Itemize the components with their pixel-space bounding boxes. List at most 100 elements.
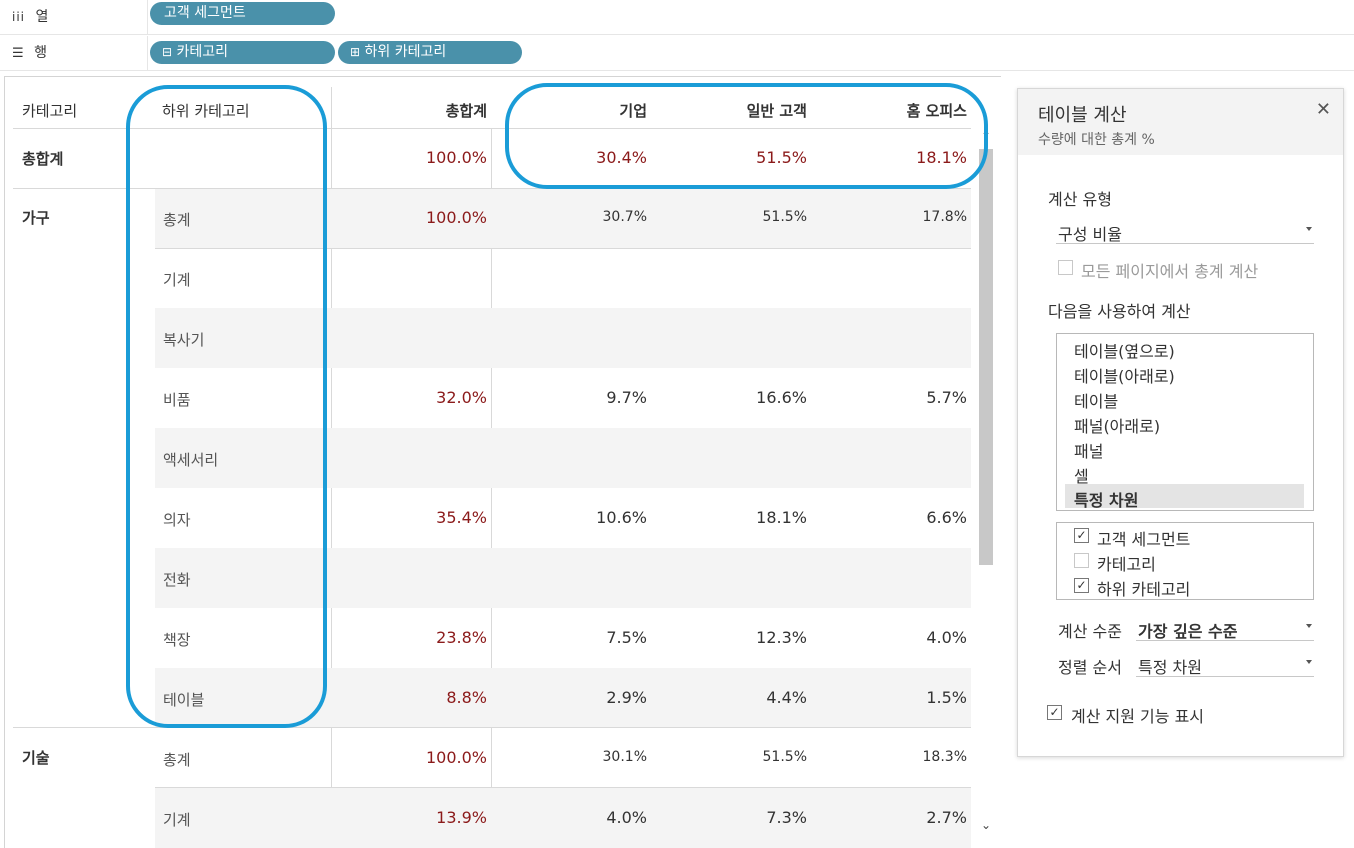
scroll-down-icon[interactable]: ⌄ [981,818,992,832]
value-seg1[interactable]: 7.5% [606,628,647,647]
dimension-checkbox[interactable]: ✓ [1074,578,1089,593]
pill-customer-segment[interactable]: 고객 세그먼트 [150,2,335,25]
level-label: 계산 수준 [1058,622,1122,641]
value-seg3[interactable]: 1.5% [926,688,967,707]
grand-total-seg3[interactable]: 18.1% [916,148,967,167]
expand-icon[interactable]: ⊞ [350,45,361,59]
subcategory-label[interactable]: 책장 [163,631,191,649]
compute-option[interactable]: 셀 [1074,467,1089,486]
header-segment-home-office[interactable]: 홈 오피스 [906,102,967,120]
calc-type-dropdown[interactable]: 구성 비율 [1056,217,1314,244]
subcategory-label[interactable]: 테이블 [163,691,205,709]
value-total[interactable]: 8.8% [446,688,487,707]
shelf-divider [147,36,148,70]
subcategory-label[interactable]: 액세서리 [163,451,219,469]
close-icon[interactable]: ✕ [1315,99,1331,120]
row-rule [155,787,971,788]
subcategory-label[interactable]: 총계 [163,211,191,229]
dimension-label: 고객 세그먼트 [1097,530,1191,549]
vertical-scrollbar[interactable]: ⌃ ⌄ [977,129,995,848]
value-seg3[interactable]: 4.0% [926,628,967,647]
value-seg3[interactable]: 18.3% [922,749,967,765]
table-calculation-panel: 테이블 계산 수량에 대한 총계 % ✕ 계산 유형 구성 비율 모든 페이지에… [1017,88,1344,757]
column-divider [491,128,492,848]
value-total[interactable]: 23.8% [436,628,487,647]
category-technology[interactable]: 기술 [22,749,50,767]
dimension-label: 하위 카테고리 [1097,580,1191,599]
value-seg2[interactable]: 16.6% [756,388,807,407]
compute-using-list[interactable]: 테이블(옆으로) 테이블(아래로) 테이블 패널(아래로) 패널 셀 특정 차원 [1056,333,1314,511]
compute-option[interactable]: 패널 [1074,442,1104,461]
value-total[interactable]: 35.4% [436,508,487,527]
sort-dropdown[interactable]: 특정 차원 [1136,650,1314,677]
header-subcategory[interactable]: 하위 카테고리 [162,102,250,120]
chevron-down-icon [1306,227,1312,231]
value-seg2[interactable]: 51.5% [762,209,807,225]
calc-type-label: 계산 유형 [1048,190,1112,209]
column-shelf-icon: iii [12,10,26,24]
value-seg1[interactable]: 30.7% [602,209,647,225]
value-seg1[interactable]: 2.9% [606,688,647,707]
sort-label: 정렬 순서 [1058,658,1122,677]
compute-option-selected[interactable]: 특정 차원 [1065,484,1304,510]
grand-total-total[interactable]: 100.0% [425,148,487,167]
header-category[interactable]: 카테고리 [22,102,78,120]
value-seg1[interactable]: 30.1% [602,749,647,765]
grand-total-seg2[interactable]: 51.5% [756,148,807,167]
subcategory-label[interactable]: 전화 [163,571,191,589]
value-seg3[interactable]: 2.7% [926,808,967,827]
value-seg3[interactable]: 5.7% [926,388,967,407]
collapse-icon[interactable]: ⊟ [162,45,173,59]
dimension-checkbox[interactable] [1074,553,1089,568]
chevron-down-icon [1306,624,1312,628]
header-segment-corporate[interactable]: 기업 [619,102,647,120]
value-total[interactable]: 32.0% [436,388,487,407]
value-seg2[interactable]: 18.1% [756,508,807,527]
category-furniture[interactable]: 가구 [22,209,50,227]
value-total[interactable]: 100.0% [425,748,487,767]
value-total[interactable]: 100.0% [425,208,487,227]
compute-option[interactable]: 패널(아래로) [1074,417,1161,436]
columns-shelf: iii 열 고객 세그먼트 [0,0,1354,35]
all-pages-checkbox[interactable] [1058,260,1073,275]
panel-title: 테이블 계산 [1038,105,1127,126]
compute-option[interactable]: 테이블(옆으로) [1074,342,1175,361]
level-dropdown[interactable]: 가장 깊은 수준 [1136,614,1314,641]
pill-subcategory[interactable]: ⊞ 하위 카테고리 [338,41,522,64]
scrollbar-thumb[interactable] [979,149,993,565]
subcategory-label[interactable]: 총계 [163,751,191,769]
value-seg2[interactable]: 51.5% [762,749,807,765]
subcategory-label[interactable]: 기계 [163,811,191,829]
compute-option[interactable]: 테이블 [1074,392,1119,411]
value-seg1[interactable]: 10.6% [596,508,647,527]
row-shelf-icon: ☰ [12,46,24,61]
show-assist-checkbox[interactable]: ✓ [1047,705,1062,720]
pill-category[interactable]: ⊟ 카테고리 [150,41,335,64]
value-seg2[interactable]: 4.4% [766,688,807,707]
calc-type-value: 구성 비율 [1058,225,1122,244]
subcategory-label[interactable]: 의자 [163,511,191,529]
value-total[interactable]: 13.9% [436,808,487,827]
scroll-up-icon[interactable]: ⌃ [981,129,992,143]
value-seg3[interactable]: 6.6% [926,508,967,527]
subcategory-label[interactable]: 비품 [163,391,191,409]
grand-total-seg1[interactable]: 30.4% [596,148,647,167]
dimension-checkbox[interactable]: ✓ [1074,528,1089,543]
compute-option[interactable]: 테이블(아래로) [1074,367,1175,386]
subcategory-label[interactable]: 기계 [163,271,191,289]
show-assist-label: 계산 지원 기능 표시 [1071,707,1205,726]
value-seg1[interactable]: 9.7% [606,388,647,407]
row-band [155,428,971,488]
value-seg2[interactable]: 12.3% [756,628,807,647]
header-segment-consumer[interactable]: 일반 고객 [746,102,807,120]
row-rule [13,188,971,189]
subcategory-label[interactable]: 복사기 [163,331,205,349]
row-rule [13,727,971,728]
header-grand-total[interactable]: 총합계 [445,102,487,120]
value-seg1[interactable]: 4.0% [606,808,647,827]
value-seg2[interactable]: 7.3% [766,808,807,827]
dimensions-list: ✓ 고객 세그먼트 카테고리 ✓ 하위 카테고리 [1056,522,1314,600]
chevron-down-icon [1306,660,1312,664]
value-seg3[interactable]: 17.8% [922,209,967,225]
grand-total-label: 총합계 [22,150,64,168]
